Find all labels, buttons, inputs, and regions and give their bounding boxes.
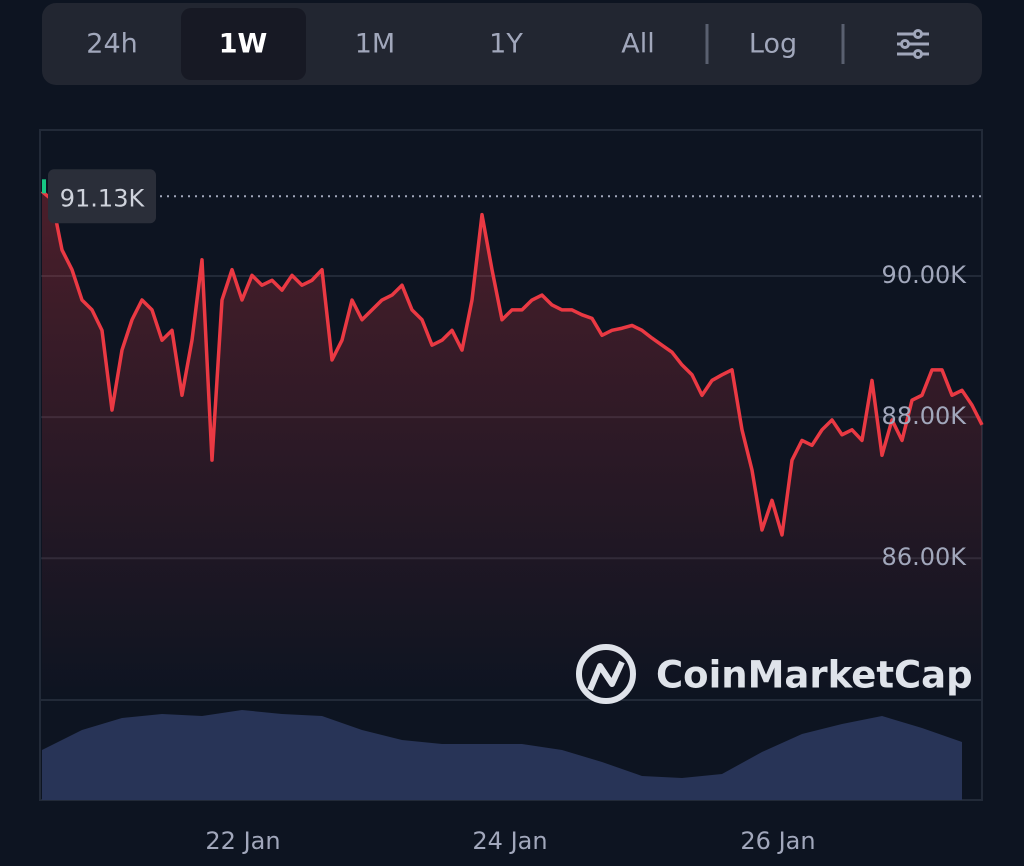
selected-tab — [181, 8, 306, 80]
settings-icon[interactable] — [897, 29, 929, 59]
y-tick-label: 86.00K — [882, 543, 968, 571]
reference-label: 91.13K — [60, 184, 146, 212]
x-tick-label: 26 Jan — [740, 827, 815, 855]
tab[interactable]: 1W — [219, 29, 268, 60]
y-tick-label: 88.00K — [882, 402, 968, 430]
price-line — [40, 190, 984, 537]
x-tick-label: 22 Jan — [205, 827, 280, 855]
volume-area — [42, 710, 962, 800]
tab[interactable]: 1Y — [489, 29, 523, 60]
watermark: CoinMarketCap — [576, 644, 973, 704]
tab[interactable]: 24h — [86, 29, 137, 60]
tab[interactable]: 1M — [355, 29, 395, 60]
x-tick-label: 24 Jan — [472, 827, 547, 855]
reference-marker — [42, 179, 46, 194]
price-area — [42, 191, 982, 700]
watermark-text: CoinMarketCap — [656, 654, 973, 697]
reference-label-box — [48, 169, 156, 224]
tab[interactable]: All — [621, 29, 654, 60]
y-tick-label: 90.00K — [882, 261, 968, 289]
tab[interactable]: Log — [749, 29, 797, 60]
